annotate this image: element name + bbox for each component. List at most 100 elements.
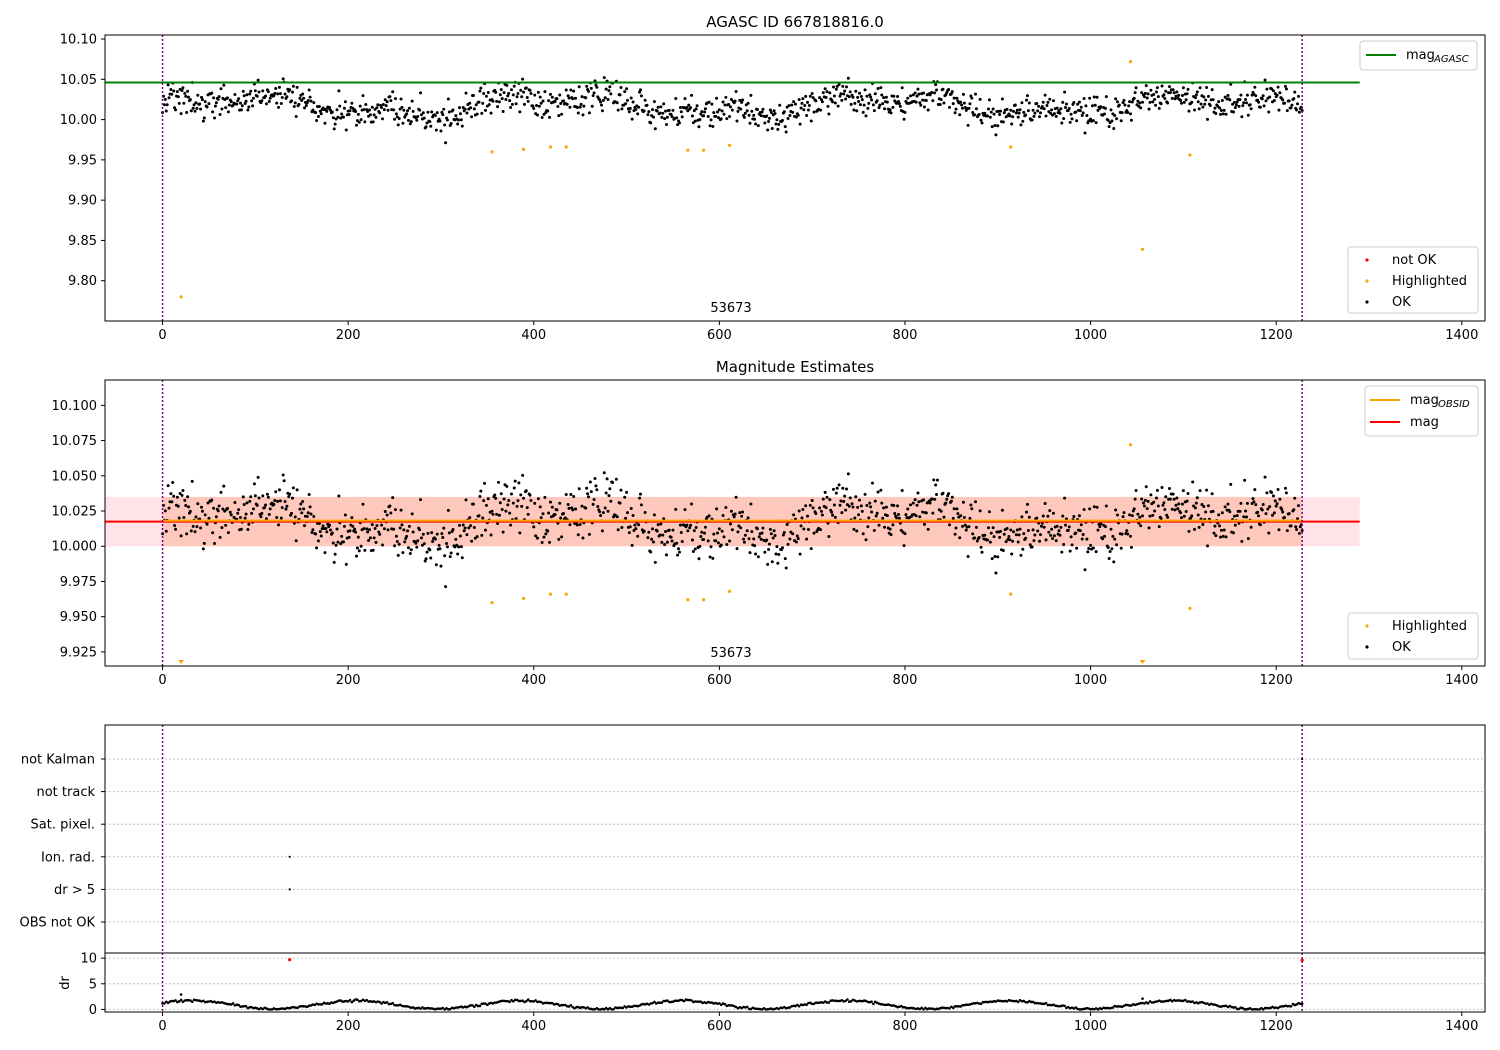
ok-point (733, 512, 737, 516)
dr-point (1150, 1001, 1154, 1004)
ok-point (376, 103, 380, 107)
ok-point (475, 112, 479, 116)
ok-point (252, 482, 256, 486)
ok-point (411, 109, 415, 113)
ok-point (831, 513, 835, 517)
dr-point (534, 999, 537, 1002)
ok-point (542, 535, 546, 539)
ok-point (1039, 524, 1043, 528)
ok-point (290, 90, 294, 94)
ok-point (218, 535, 222, 539)
dr-point (653, 1000, 656, 1004)
ok-point (857, 91, 861, 95)
ok-point (250, 99, 254, 103)
ytick-label: 10.000 (52, 540, 98, 555)
ok-point (753, 544, 757, 548)
ok-point (383, 509, 387, 513)
ok-point (891, 105, 895, 109)
ok-point (590, 104, 594, 108)
flag-label: OBS not OK (20, 916, 96, 931)
ok-point (544, 532, 548, 536)
ok-point (675, 541, 679, 545)
ok-point (407, 106, 411, 110)
ok-point (515, 504, 519, 508)
ok-point (689, 523, 693, 527)
ok-point (719, 117, 723, 121)
ok-point (847, 95, 851, 99)
ok-point (979, 118, 983, 122)
ok-point (690, 502, 694, 506)
ok-point (340, 112, 344, 116)
ok-point (559, 101, 563, 105)
ok-point (630, 543, 634, 547)
ok-point (370, 523, 374, 527)
ok-point (216, 97, 220, 101)
dr-point (268, 1008, 272, 1011)
ok-point (653, 127, 657, 131)
ok-point (838, 94, 842, 98)
ok-point (662, 102, 666, 106)
ok-point (1146, 92, 1150, 96)
ok-point (242, 94, 246, 98)
ok-point (1177, 502, 1181, 506)
ok-point (314, 111, 318, 115)
dr-point (1232, 1006, 1235, 1009)
ok-point (828, 91, 832, 95)
ok-point (1281, 98, 1285, 102)
dr-point (539, 1000, 543, 1004)
ok-point (167, 96, 171, 100)
ok-point (805, 113, 809, 117)
ok-point (820, 100, 824, 104)
ok-point (845, 487, 849, 491)
ok-point (1287, 512, 1291, 516)
ok-point (752, 113, 756, 117)
ok-point (826, 104, 830, 108)
ok-point (1002, 111, 1006, 115)
ok-point (973, 536, 977, 540)
ok-point (388, 504, 392, 508)
ok-point (1121, 101, 1125, 105)
ok-point (1214, 112, 1218, 116)
ok-point (1086, 550, 1090, 554)
ok-point (1133, 497, 1137, 501)
ok-point (576, 111, 580, 115)
ok-point (931, 511, 935, 515)
ok-point (604, 87, 608, 91)
ok-point (245, 501, 249, 505)
ok-point (245, 93, 249, 97)
ok-point (1258, 523, 1262, 527)
ok-point (1136, 512, 1140, 516)
ok-point (1112, 560, 1116, 564)
ok-point (690, 538, 694, 542)
ok-point (336, 115, 340, 119)
dr-point (237, 1003, 240, 1007)
ok-point (768, 108, 772, 112)
ok-point (794, 115, 798, 119)
ok-point (934, 483, 938, 487)
ok-point (381, 103, 385, 107)
ok-point (993, 123, 997, 127)
dr-point (1204, 1002, 1207, 1005)
ok-point (1253, 85, 1257, 89)
ok-point (828, 498, 832, 502)
dr-point (920, 1006, 923, 1010)
ok-point (348, 109, 352, 113)
ok-point (742, 540, 746, 544)
ok-point (605, 477, 609, 481)
ok-point (931, 99, 935, 103)
dr-point (606, 1008, 610, 1011)
ok-point (1200, 503, 1204, 507)
ok-point (706, 115, 710, 119)
ok-point (631, 100, 635, 104)
ok-point (569, 88, 573, 92)
ok-point (272, 94, 276, 98)
ok-point (615, 515, 619, 519)
ok-point (1030, 118, 1034, 122)
ok-point (463, 526, 467, 530)
ok-point (342, 115, 346, 119)
dr-point (513, 998, 517, 1002)
ok-point (889, 533, 893, 537)
ok-point (1155, 86, 1159, 90)
ok-point (235, 102, 239, 106)
ok-point (1027, 101, 1031, 105)
